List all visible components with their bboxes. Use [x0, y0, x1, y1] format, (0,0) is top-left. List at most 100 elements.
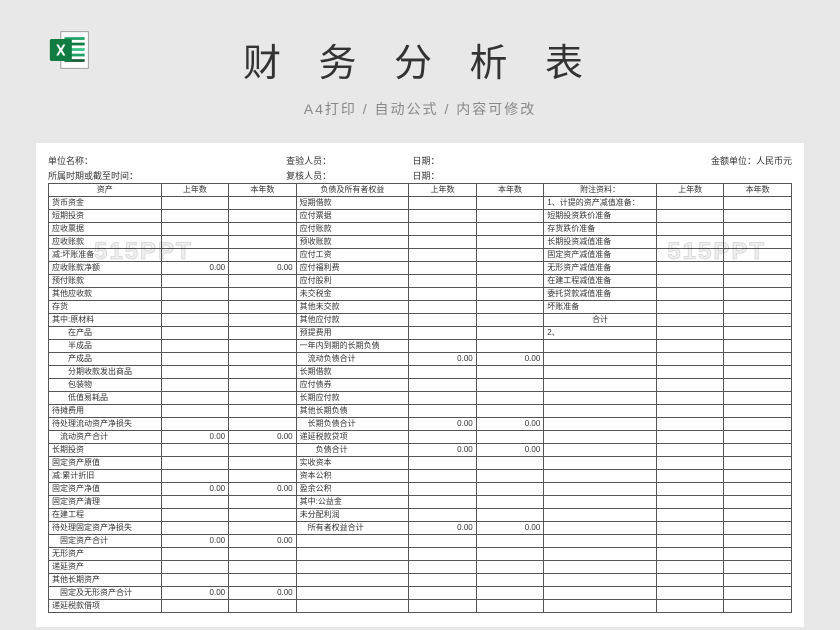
table-cell	[409, 314, 477, 327]
table-cell: 0.00	[476, 444, 544, 457]
table-cell	[229, 275, 297, 288]
table-cell: 长期投资	[49, 444, 162, 457]
table-cell	[476, 262, 544, 275]
table-cell	[544, 470, 657, 483]
table-cell: 应付账款	[296, 223, 409, 236]
table-cell	[656, 366, 724, 379]
table-cell	[409, 327, 477, 340]
col-prev: 上年数	[656, 184, 724, 197]
table-cell	[161, 249, 229, 262]
table-cell: 分期收款发出商品	[49, 366, 162, 379]
table-cell	[161, 405, 229, 418]
table-cell	[409, 210, 477, 223]
reviewer-label: 复核人员：	[286, 169, 412, 182]
table-cell: 减:累计折旧	[49, 470, 162, 483]
table-cell	[476, 314, 544, 327]
table-cell: 盈余公积	[296, 483, 409, 496]
table-cell	[476, 496, 544, 509]
table-cell	[296, 587, 409, 600]
table-cell	[656, 444, 724, 457]
unit-label: 单位名称：	[48, 154, 286, 167]
table-cell: 固定资产清理	[49, 496, 162, 509]
table-cell	[544, 405, 657, 418]
table-cell: 0.00	[476, 522, 544, 535]
table-cell	[544, 496, 657, 509]
table-cell	[476, 600, 544, 613]
table-cell: 在建工程减值准备	[544, 275, 657, 288]
table-row: 其他长期资产	[49, 574, 792, 587]
table-cell	[161, 392, 229, 405]
table-cell	[409, 457, 477, 470]
table-cell	[656, 275, 724, 288]
table-cell	[656, 496, 724, 509]
table-cell	[409, 561, 477, 574]
info-row-2: 所属时期或截至时间： 复核人员： 日期：	[48, 168, 792, 183]
table-cell: 其中:公益金	[296, 496, 409, 509]
table-cell	[544, 379, 657, 392]
table-cell: 其他应收款	[49, 288, 162, 301]
table-cell: 0.00	[476, 353, 544, 366]
table-cell	[724, 574, 792, 587]
table-cell	[656, 301, 724, 314]
table-cell	[656, 223, 724, 236]
date-label: 日期：	[413, 154, 606, 167]
table-cell: 固定及无形资产合计	[49, 587, 162, 600]
table-cell	[161, 197, 229, 210]
table-cell	[229, 561, 297, 574]
table-cell	[161, 366, 229, 379]
table-cell: 0.00	[476, 418, 544, 431]
table-cell	[409, 249, 477, 262]
table-cell	[229, 600, 297, 613]
table-cell: 其他长期负债	[296, 405, 409, 418]
table-cell	[544, 483, 657, 496]
table-cell: 长期负债合计	[296, 418, 409, 431]
table-row: 固定资产净值0.000.00盈余公积	[49, 483, 792, 496]
table-cell	[229, 223, 297, 236]
table-cell	[656, 431, 724, 444]
col-curr: 本年数	[724, 184, 792, 197]
table-cell	[656, 418, 724, 431]
table-cell: 应付票据	[296, 210, 409, 223]
table-cell	[724, 548, 792, 561]
table-cell	[409, 392, 477, 405]
table-cell	[296, 600, 409, 613]
table-cell: 坏账准备	[544, 301, 657, 314]
table-cell: 0.00	[229, 587, 297, 600]
table-cell: 0.00	[161, 483, 229, 496]
table-cell	[409, 223, 477, 236]
table-cell	[656, 197, 724, 210]
table-cell	[409, 535, 477, 548]
table-cell: 长期借款	[296, 366, 409, 379]
table-cell	[656, 561, 724, 574]
table-cell	[724, 496, 792, 509]
table-cell	[544, 431, 657, 444]
table-cell	[724, 379, 792, 392]
table-cell	[724, 457, 792, 470]
table-cell: 应付股利	[296, 275, 409, 288]
table-cell	[296, 548, 409, 561]
table-cell	[544, 366, 657, 379]
table-cell	[724, 431, 792, 444]
table-cell	[161, 288, 229, 301]
table-cell	[724, 327, 792, 340]
table-cell: 未交税金	[296, 288, 409, 301]
table-row: 固定资产合计0.000.00	[49, 535, 792, 548]
table-cell	[544, 522, 657, 535]
table-cell	[724, 353, 792, 366]
table-cell: 实收资本	[296, 457, 409, 470]
table-cell	[229, 392, 297, 405]
table-cell: 预提费用	[296, 327, 409, 340]
analysis-table: 资产 上年数 本年数 负债及所有者权益 上年数 本年数 附注资料： 上年数 本年…	[48, 183, 792, 613]
table-cell	[476, 392, 544, 405]
table-cell	[229, 522, 297, 535]
table-cell: 0.00	[409, 418, 477, 431]
table-cell: 存货跌价准备	[544, 223, 657, 236]
table-cell	[229, 288, 297, 301]
table-cell	[656, 522, 724, 535]
table-cell: 在建工程	[49, 509, 162, 522]
table-cell	[476, 574, 544, 587]
table-row: 待处理固定资产净损失 所有者权益合计0.000.00	[49, 522, 792, 535]
table-cell: 其他应付款	[296, 314, 409, 327]
table-row: 其中:原材料其他应付款合计	[49, 314, 792, 327]
table-cell: 包装物	[49, 379, 162, 392]
